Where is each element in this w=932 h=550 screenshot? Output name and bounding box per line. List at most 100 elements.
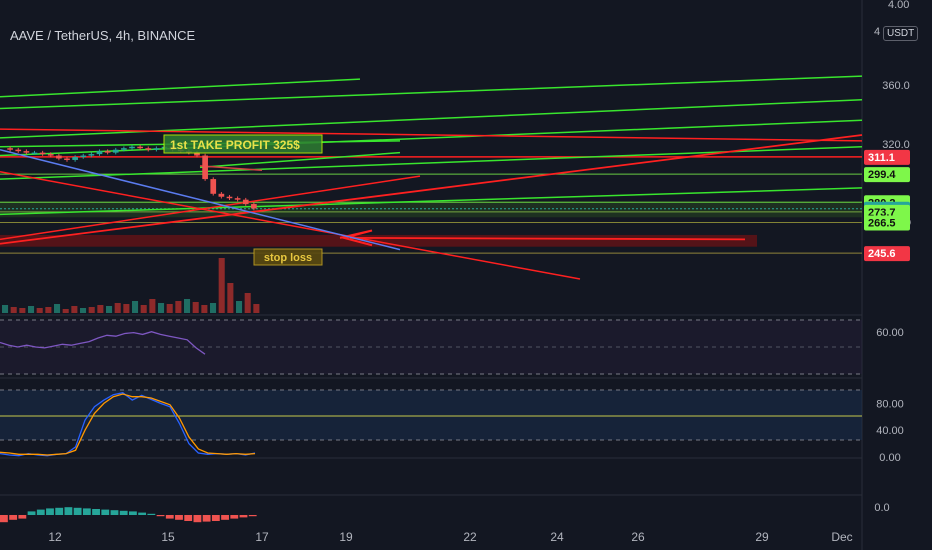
x-tick-label: Dec <box>831 530 852 544</box>
red-trend-line <box>0 175 421 241</box>
volume-bar <box>149 299 156 313</box>
price-tag <box>864 215 910 231</box>
red-trend-line <box>349 236 746 241</box>
volume-bar <box>10 307 17 313</box>
volume-bar <box>218 258 225 313</box>
price-tag-label: 245.6 <box>868 248 896 260</box>
candle-body <box>39 152 46 155</box>
candle-body <box>56 155 62 159</box>
stop-loss-label: stop loss <box>264 252 312 264</box>
histogram-bar <box>211 515 220 521</box>
candle-body <box>202 155 208 180</box>
volume-bar <box>80 308 87 313</box>
x-tick-label: 29 <box>755 530 769 544</box>
volume-bar <box>244 293 251 313</box>
currency-badge[interactable]: USDT <box>883 26 919 41</box>
volume-bar <box>123 304 130 313</box>
volume-bar <box>114 303 121 313</box>
histogram-bar <box>147 513 156 515</box>
candle-body <box>153 148 160 150</box>
volume-bar <box>54 304 61 313</box>
candle-body <box>72 157 78 160</box>
histogram-bar <box>202 515 211 522</box>
candle-body <box>251 204 257 209</box>
x-tick-label: 15 <box>161 530 175 544</box>
histogram-bar <box>64 507 73 515</box>
x-tick-label: 12 <box>48 530 62 544</box>
volume-bar <box>227 283 234 313</box>
x-tick-label: 19 <box>339 530 353 544</box>
candle-body <box>7 148 13 150</box>
candle-body <box>242 199 249 205</box>
histogram-bar <box>184 515 193 521</box>
candle-body <box>210 179 217 194</box>
volume-bar <box>166 304 173 313</box>
green-trend-line <box>199 151 401 169</box>
volume-bar <box>210 303 217 313</box>
histogram-bar <box>9 515 18 520</box>
candle-body <box>64 158 70 160</box>
histogram-bar <box>0 515 8 523</box>
histogram-bar <box>101 509 110 515</box>
candle-body <box>121 148 127 150</box>
histogram-bar <box>82 508 91 515</box>
histogram-bar <box>92 509 100 515</box>
symbol-title: AAVE / TetherUS, 4h, BINANCE <box>10 28 196 43</box>
candle-body <box>15 149 22 152</box>
histogram-bar <box>193 515 202 523</box>
green-trend-line <box>0 145 863 180</box>
green-trend-line <box>0 78 361 98</box>
stoch-line <box>0 391 256 457</box>
candle-body <box>112 149 119 153</box>
histogram-tick-label: 0.0 <box>874 502 889 514</box>
histogram-bar <box>110 510 119 515</box>
candle-body <box>47 154 54 156</box>
rsi-band <box>0 320 862 374</box>
stoch-line <box>0 393 256 456</box>
histogram-bar <box>18 515 27 519</box>
volume-bar <box>140 305 147 313</box>
axis-tick-clipped: 4.00 <box>888 0 909 11</box>
take-profit-label: 1st TAKE PROFIT 325$ <box>170 138 300 152</box>
candle-body <box>218 193 225 197</box>
histogram-bar <box>138 512 147 515</box>
green-trend-line <box>0 98 863 139</box>
blue-trend-line <box>0 148 401 251</box>
volume-bar <box>97 305 104 313</box>
histogram-bar <box>27 511 36 515</box>
volume-bar <box>71 306 78 313</box>
histogram-bar <box>221 515 229 520</box>
price-tag <box>864 149 910 165</box>
volume-bar <box>2 305 9 313</box>
volume-bar <box>62 309 69 313</box>
x-tick-label: 17 <box>255 530 269 544</box>
axis-tick-clipped: 4 <box>874 26 880 38</box>
histogram-bar <box>156 515 165 517</box>
histogram-bar <box>248 515 257 517</box>
price-tick-label: 360.0 <box>882 80 910 92</box>
red-trend-line <box>0 134 863 245</box>
volume-bar <box>175 301 182 313</box>
volume-bar <box>253 304 260 313</box>
stoch-band <box>0 390 862 440</box>
histogram-bar <box>165 515 174 519</box>
volume-bar <box>45 307 52 313</box>
stop-loss-box <box>253 248 323 266</box>
x-tick-label: 24 <box>550 530 564 544</box>
price-tag-label: 299.4 <box>868 169 896 181</box>
candle-body <box>23 151 30 153</box>
histogram-bar <box>46 508 54 515</box>
candle-body <box>96 151 103 155</box>
volume-bar <box>88 307 95 313</box>
rsi-line <box>0 331 206 355</box>
stoch-tick-label: 40.00 <box>876 425 904 437</box>
red-short-line <box>199 165 263 172</box>
volume-bar <box>201 305 208 313</box>
histogram-bar <box>119 510 128 515</box>
stop-loss-zone <box>0 234 757 247</box>
candle-body <box>129 146 135 149</box>
stoch-tick-label: 0.00 <box>879 452 900 464</box>
green-trend-line <box>0 187 863 216</box>
